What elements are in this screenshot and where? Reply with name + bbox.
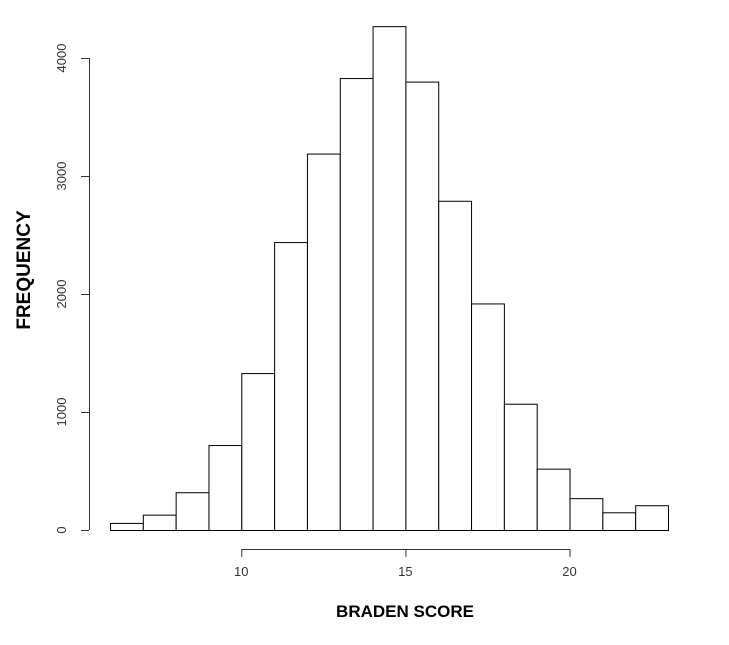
histogram-bar-12-13 — [306, 153, 341, 532]
histogram-bar-15-16 — [405, 81, 440, 531]
histogram-bar-21-22 — [602, 512, 637, 531]
y-axis-title: FREQUENCY — [14, 210, 35, 330]
y-axis: 0 1000 2000 3000 4000 — [54, 44, 90, 534]
x-axis: 10 15 20 — [234, 549, 577, 579]
histogram-bar-17-18 — [471, 303, 505, 531]
histogram-bar-10-11 — [241, 373, 276, 531]
x-tick-label-10: 10 — [234, 564, 248, 579]
x-axis-title: BRADEN SCORE — [336, 602, 474, 621]
histogram-bar-7-8 — [142, 514, 177, 531]
histogram-bar-22-23 — [635, 505, 669, 532]
histogram-bar-19-20 — [536, 468, 571, 532]
histogram-bar-20-21 — [569, 498, 604, 532]
y-tick-label-1000: 1000 — [54, 398, 69, 427]
y-tick-label-0: 0 — [54, 526, 69, 533]
histogram-bar-16-17 — [438, 200, 473, 531]
histogram-bar-11-12 — [274, 242, 308, 532]
y-tick-label-3000: 3000 — [54, 162, 69, 191]
histogram-bar-8-9 — [175, 492, 210, 531]
histogram-bar-18-19 — [503, 403, 538, 531]
histogram-bar-6-7 — [110, 522, 144, 531]
x-tick-label-20: 20 — [562, 564, 576, 579]
x-tick-label-15: 15 — [398, 564, 412, 579]
y-tick-label-2000: 2000 — [54, 280, 69, 309]
histogram-bar-9-10 — [208, 445, 243, 532]
histogram-bar-13-14 — [339, 78, 374, 531]
histogram-bar-14-15 — [372, 26, 407, 531]
y-tick-label-4000: 4000 — [54, 44, 69, 73]
bars-group — [110, 26, 669, 532]
